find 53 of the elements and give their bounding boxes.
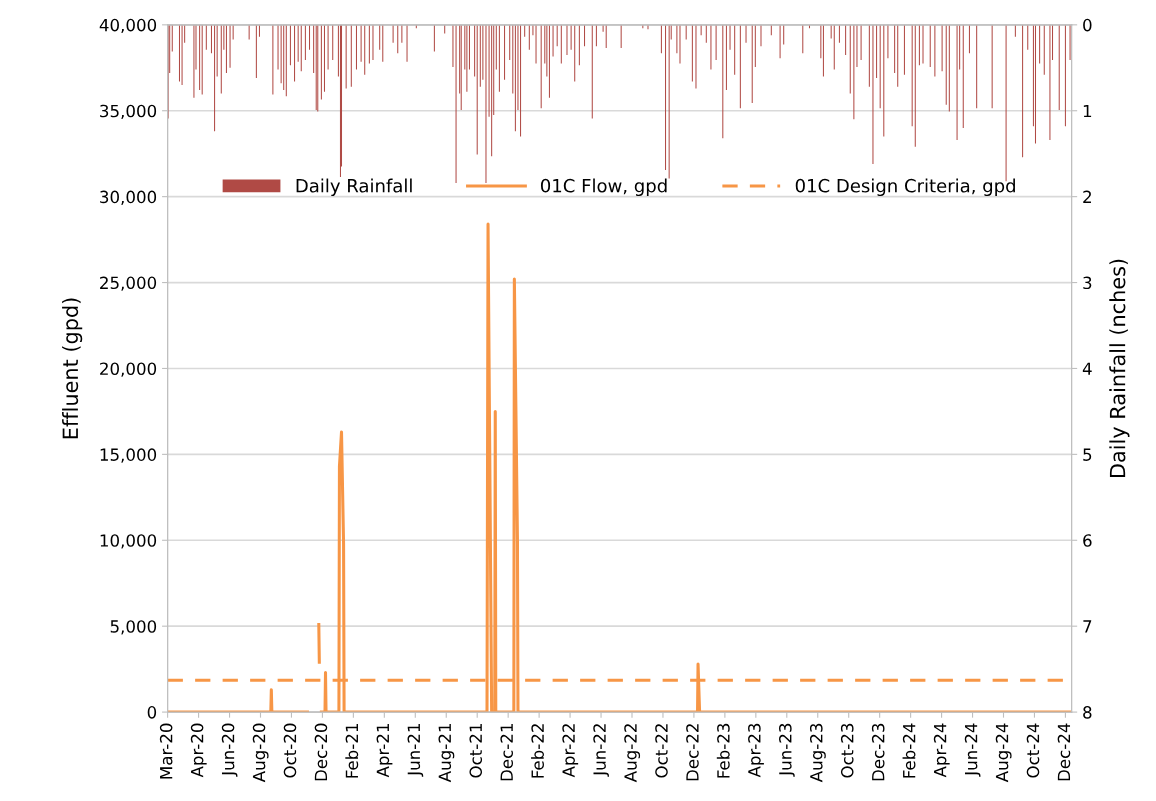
y-tick-label: 40,000: [99, 18, 157, 34]
y2-tick-label: 4: [1082, 362, 1092, 375]
x-tick-label: Aug-21: [438, 724, 455, 783]
x-tick-label: Dec-20: [314, 723, 328, 781]
legend-label: 01C Design Criteria, gpd: [795, 178, 1015, 197]
x-tick-label: Mar-20: [159, 723, 173, 779]
x-tick-label: Jun-24: [964, 723, 981, 777]
x-tick-label: Dec-23: [871, 723, 885, 781]
x-tick-label: Oct-20: [283, 723, 297, 778]
legend-label: 01C Flow, gpd: [540, 178, 667, 197]
y-tick-label: 25,000: [100, 276, 157, 291]
x-tick-label: Apr-23: [748, 723, 764, 778]
y2-tick-label: 7: [1083, 620, 1092, 633]
x-tick-label: Apr-22: [562, 724, 579, 778]
x-tick-label: Jun-20: [221, 723, 238, 777]
x-tick-label: Feb-23: [716, 723, 730, 778]
x-tick-label: Feb-24: [902, 723, 916, 778]
y-tick-label: 20,000: [100, 362, 157, 377]
y2-tick-label: 2: [1083, 190, 1091, 203]
x-tick-label: Oct-23: [840, 723, 854, 778]
x-tick-label: Apr-21: [376, 724, 393, 778]
y2-tick-label: 8: [1083, 706, 1092, 719]
x-tick-label: Dec-21: [500, 724, 513, 781]
y-tick-label: 35,000: [100, 104, 157, 120]
y2-tick-label: 6: [1083, 534, 1092, 547]
y-tick-label: 15,000: [100, 448, 157, 463]
x-tick-label: Oct-22: [655, 724, 668, 778]
y2-tick-label: 0: [1083, 18, 1092, 32]
x-tick-label: Apr-24: [933, 723, 950, 778]
x-tick-label: Apr-20: [190, 723, 207, 778]
y-tick-label: 0: [147, 706, 157, 719]
y-axis-title: Effluent (gpd): [62, 298, 83, 439]
x-tick-label: Aug-20: [252, 723, 269, 783]
y2-tick-label: 3: [1083, 276, 1092, 290]
x-tick-label: Oct-24: [1026, 723, 1040, 778]
y2-tick-label: 1: [1083, 104, 1092, 118]
y-tick-label: 5,000: [110, 620, 157, 635]
legend-label: Daily Rainfall: [296, 178, 412, 197]
x-tick-label: Dec-24: [1057, 723, 1071, 781]
y-tick-label: 10,000: [100, 534, 157, 549]
x-tick-label: Aug-24: [995, 723, 1012, 783]
y-tick-label: 30,000: [100, 190, 157, 205]
x-tick-label: Feb-21: [345, 724, 359, 778]
x-tick-label: Aug-22: [624, 724, 641, 783]
x-tick-label: Jun-21: [407, 724, 424, 777]
x-tick-label: Aug-23: [809, 723, 826, 783]
x-tick-label: Oct-21: [469, 724, 483, 778]
x-tick-label: Feb-22: [531, 724, 544, 778]
x-tick-label: Dec-22: [686, 724, 699, 781]
x-tick-label: Jun-23: [779, 723, 795, 777]
x-tick-label: Jun-22: [593, 724, 609, 777]
y2-tick-label: 5: [1083, 448, 1092, 461]
y2-axis-title: Daily Rainfall (nches): [1109, 259, 1130, 478]
